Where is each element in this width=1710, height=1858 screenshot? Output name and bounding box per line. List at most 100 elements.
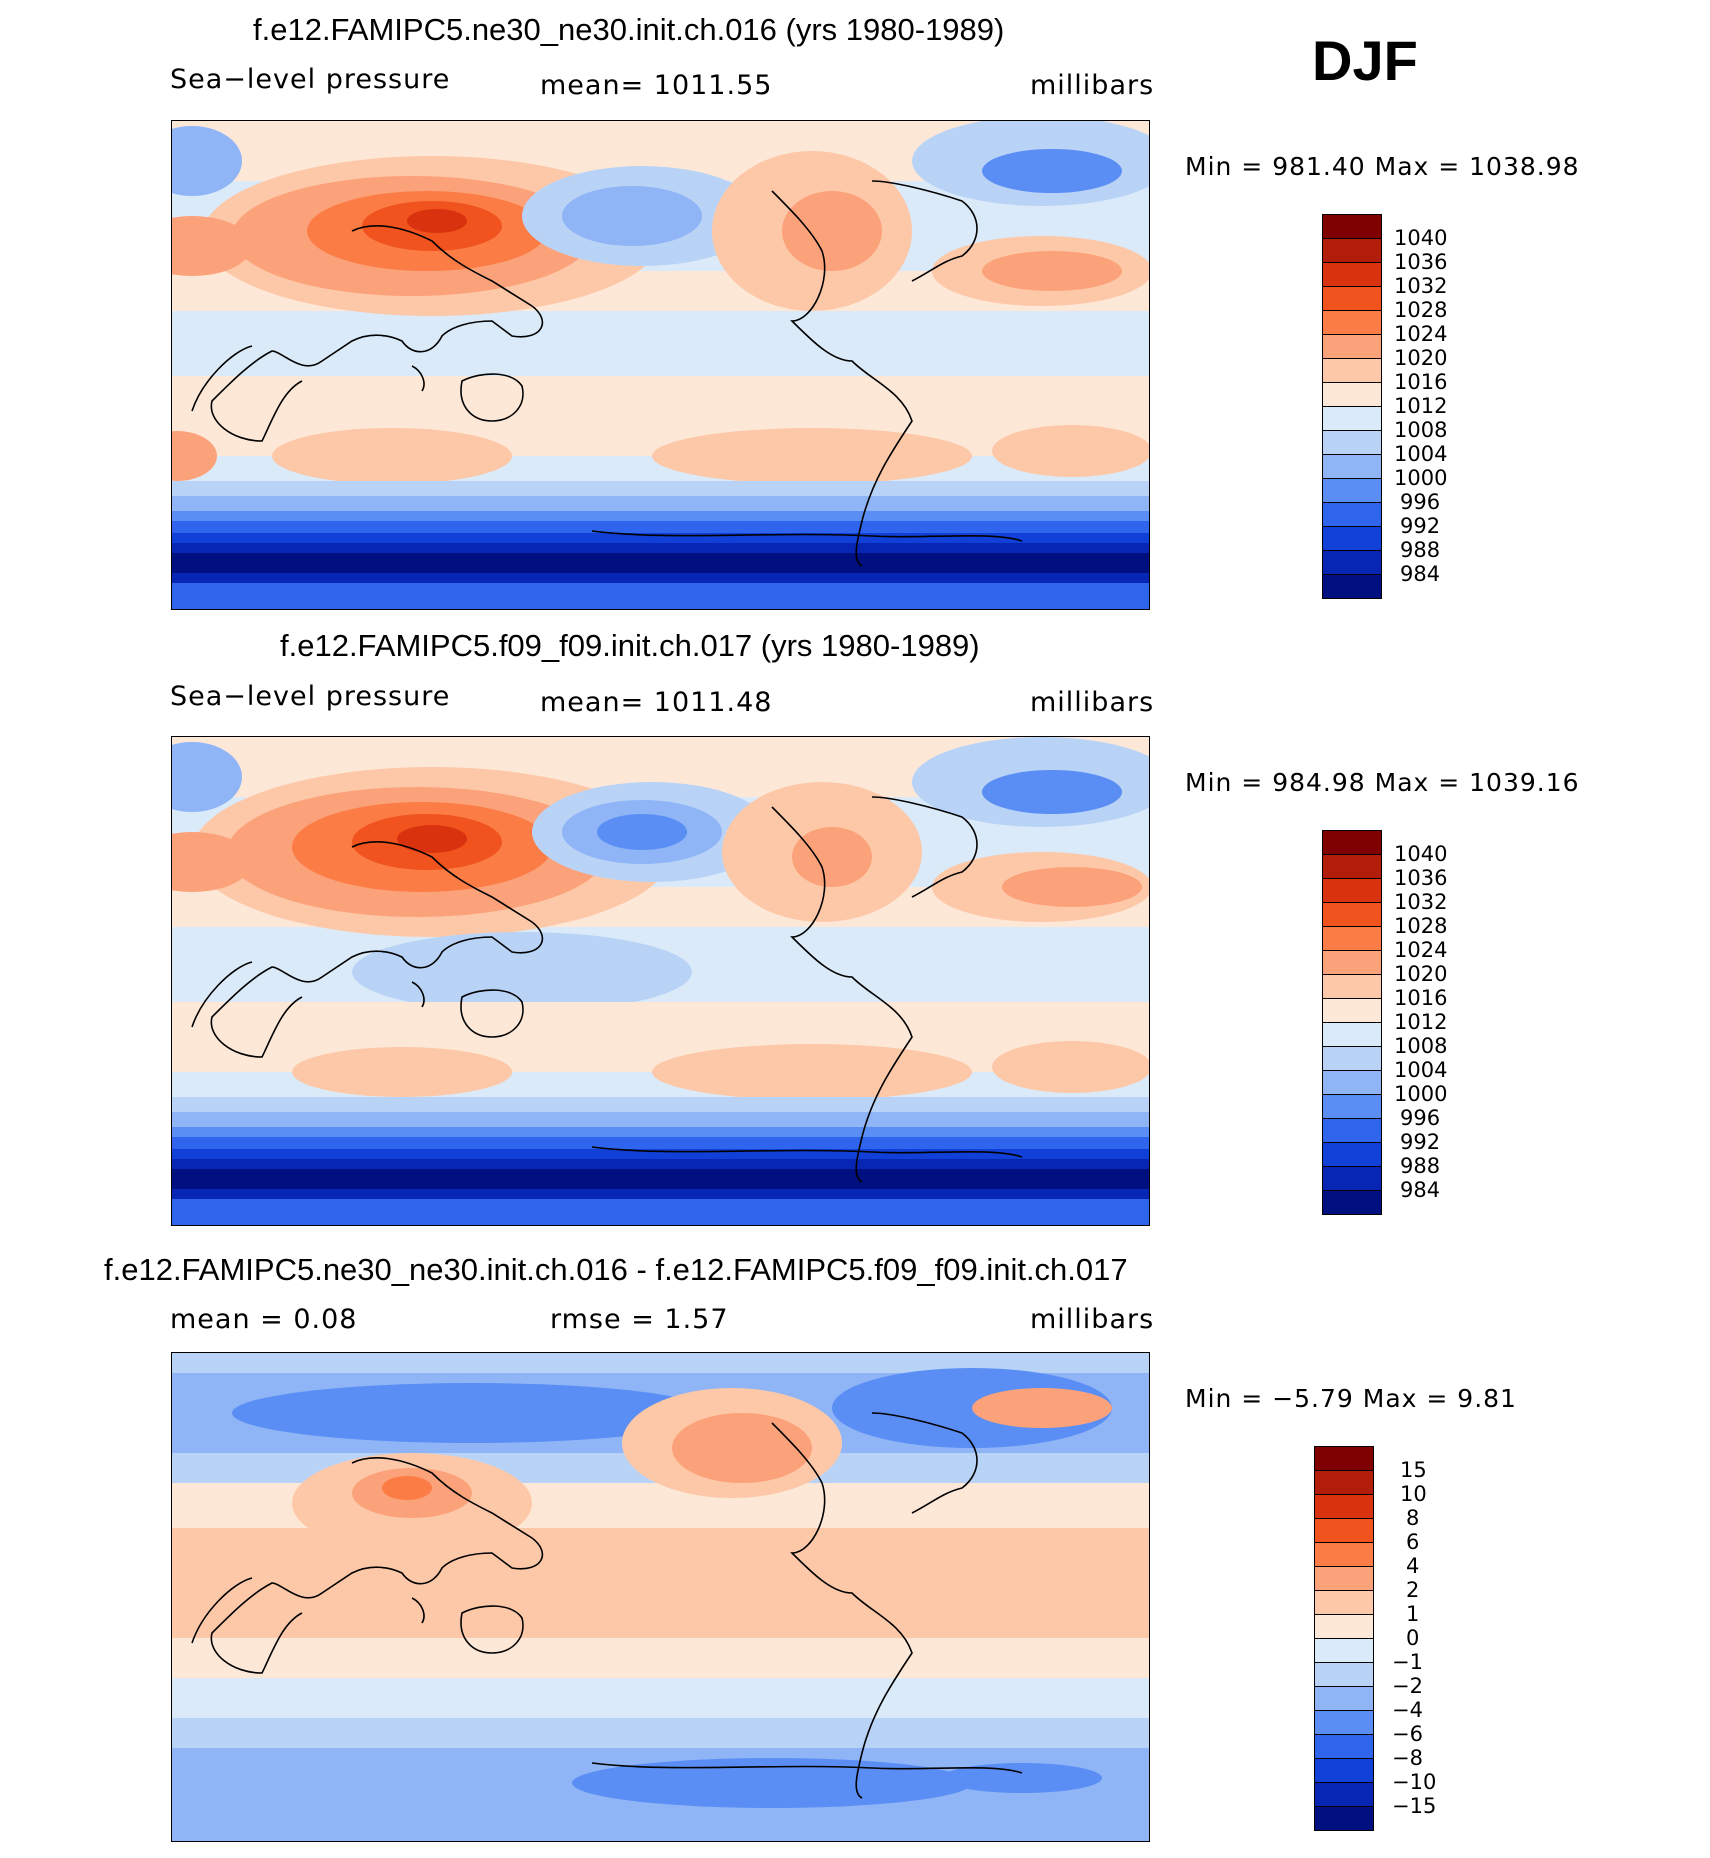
panel1-variable: Sea−level pressure xyxy=(170,64,451,95)
cbar2-swatch-1 xyxy=(1322,854,1382,879)
cbar3-label: 4 xyxy=(1406,1554,1420,1578)
cbar3-swatch-7 xyxy=(1314,1614,1374,1639)
cbar2-label: 1040 xyxy=(1394,842,1448,866)
cbar3-swatch-0 xyxy=(1314,1446,1374,1471)
cbar3-swatch-8 xyxy=(1314,1638,1374,1663)
cbar3-label: −4 xyxy=(1392,1698,1423,1722)
panel3-mean: mean = 0.08 xyxy=(170,1304,358,1335)
cbar2-swatch-5 xyxy=(1322,950,1382,975)
cbar3-swatch-1 xyxy=(1314,1470,1374,1495)
cbar2-swatch-15 xyxy=(1322,1190,1382,1215)
cbar1-swatch-14 xyxy=(1322,550,1382,575)
cbar1-label: 1008 xyxy=(1394,418,1448,442)
cbar2-swatch-14 xyxy=(1322,1166,1382,1191)
cbar2-swatch-8 xyxy=(1322,1022,1382,1047)
cbar2-swatch-11 xyxy=(1322,1094,1382,1119)
panel1-colorbar: 1040 1036 1032 1028 1024 1020 1016 1012 … xyxy=(1322,214,1482,600)
cbar2-label: 1020 xyxy=(1394,962,1448,986)
panel2-mean: mean= 1011.48 xyxy=(540,687,773,718)
cbar1-swatch-4 xyxy=(1322,310,1382,335)
cbar3-label: −15 xyxy=(1392,1794,1437,1818)
panel3-rmse: rmse = 1.57 xyxy=(550,1304,729,1335)
cbar2-label: 1028 xyxy=(1394,914,1448,938)
cbar3-swatch-5 xyxy=(1314,1566,1374,1591)
cbar1-swatch-7 xyxy=(1322,382,1382,407)
cbar3-swatch-6 xyxy=(1314,1590,1374,1615)
cbar2-label: 996 xyxy=(1400,1106,1441,1130)
cbar1-label: 1032 xyxy=(1394,274,1448,298)
cbar2-swatch-0 xyxy=(1322,830,1382,855)
cbar2-swatch-10 xyxy=(1322,1070,1382,1095)
panel3-units: millibars xyxy=(1030,1304,1155,1335)
cbar2-label: 984 xyxy=(1400,1178,1441,1202)
cbar1-label: 1012 xyxy=(1394,394,1448,418)
panel2-units: millibars xyxy=(1030,687,1155,718)
cbar2-label: 1016 xyxy=(1394,986,1448,1010)
cbar2-swatch-9 xyxy=(1322,1046,1382,1071)
cbar3-swatch-14 xyxy=(1314,1782,1374,1807)
cbar1-swatch-10 xyxy=(1322,454,1382,479)
cbar1-swatch-5 xyxy=(1322,334,1382,359)
panel2-colorbar: 1040 1036 1032 1028 1024 1020 1016 1012 … xyxy=(1322,830,1482,1216)
cbar3-swatch-13 xyxy=(1314,1758,1374,1783)
cbar1-label: 988 xyxy=(1400,538,1441,562)
cbar1-label: 1020 xyxy=(1394,346,1448,370)
cbar1-swatch-9 xyxy=(1322,430,1382,455)
panel3-minmax: Min = −5.79 Max = 9.81 xyxy=(1185,1384,1517,1413)
cbar1-label: 1028 xyxy=(1394,298,1448,322)
cbar3-swatch-4 xyxy=(1314,1542,1374,1567)
panel3-title: f.e12.FAMIPC5.ne30_ne30.init.ch.016 - f.… xyxy=(104,1252,1128,1287)
panel2-minmax: Min = 984.98 Max = 1039.16 xyxy=(1185,768,1580,797)
cbar3-label: 15 xyxy=(1400,1458,1427,1482)
cbar2-swatch-6 xyxy=(1322,974,1382,999)
cbar2-label: 1024 xyxy=(1394,938,1448,962)
cbar1-label: 1036 xyxy=(1394,250,1448,274)
cbar3-label: −8 xyxy=(1392,1746,1423,1770)
panel1-title: f.e12.FAMIPC5.ne30_ne30.init.ch.016 (yrs… xyxy=(253,12,1005,47)
cbar3-label: 6 xyxy=(1406,1530,1420,1554)
cbar1-swatch-3 xyxy=(1322,286,1382,311)
cbar2-label: 1036 xyxy=(1394,866,1448,890)
panel3-colorbar: 15 10 8 6 4 2 1 0 −1 −2 −4 −6 −8 −10 −15 xyxy=(1314,1446,1474,1832)
cbar3-swatch-9 xyxy=(1314,1662,1374,1687)
cbar3-label: −2 xyxy=(1392,1674,1423,1698)
cbar1-swatch-12 xyxy=(1322,502,1382,527)
cbar1-label: 1040 xyxy=(1394,226,1448,250)
cbar3-swatch-10 xyxy=(1314,1686,1374,1711)
panel3-map xyxy=(171,1352,1150,1842)
cbar2-swatch-7 xyxy=(1322,998,1382,1023)
cbar2-swatch-3 xyxy=(1322,902,1382,927)
cbar2-label: 1032 xyxy=(1394,890,1448,914)
cbar1-swatch-1 xyxy=(1322,238,1382,263)
cbar3-swatch-15 xyxy=(1314,1806,1374,1831)
cbar2-label: 988 xyxy=(1400,1154,1441,1178)
cbar1-swatch-2 xyxy=(1322,262,1382,287)
cbar1-label: 992 xyxy=(1400,514,1441,538)
cbar3-label: −6 xyxy=(1392,1722,1423,1746)
cbar2-swatch-4 xyxy=(1322,926,1382,951)
panel1-minmax: Min = 981.40 Max = 1038.98 xyxy=(1185,152,1580,181)
cbar1-label: 1000 xyxy=(1394,466,1448,490)
cbar1-swatch-11 xyxy=(1322,478,1382,503)
cbar2-label: 1004 xyxy=(1394,1058,1448,1082)
season-label: DJF xyxy=(1312,29,1418,92)
panel2-map xyxy=(171,736,1150,1226)
cbar3-swatch-12 xyxy=(1314,1734,1374,1759)
cbar3-label: 10 xyxy=(1400,1482,1427,1506)
cbar3-label: 2 xyxy=(1406,1578,1420,1602)
cbar3-swatch-11 xyxy=(1314,1710,1374,1735)
panel1-units: millibars xyxy=(1030,70,1155,101)
cbar3-label: 0 xyxy=(1406,1626,1420,1650)
cbar1-label: 1016 xyxy=(1394,370,1448,394)
cbar3-label: −10 xyxy=(1392,1770,1437,1794)
cbar3-swatch-3 xyxy=(1314,1518,1374,1543)
cbar2-label: 1012 xyxy=(1394,1010,1448,1034)
cbar3-label: 8 xyxy=(1406,1506,1420,1530)
cbar2-swatch-2 xyxy=(1322,878,1382,903)
panel1-mean: mean= 1011.55 xyxy=(540,70,773,101)
cbar1-label: 1024 xyxy=(1394,322,1448,346)
cbar2-swatch-12 xyxy=(1322,1118,1382,1143)
cbar1-label: 984 xyxy=(1400,562,1441,586)
cbar2-swatch-13 xyxy=(1322,1142,1382,1167)
cbar1-label: 996 xyxy=(1400,490,1441,514)
